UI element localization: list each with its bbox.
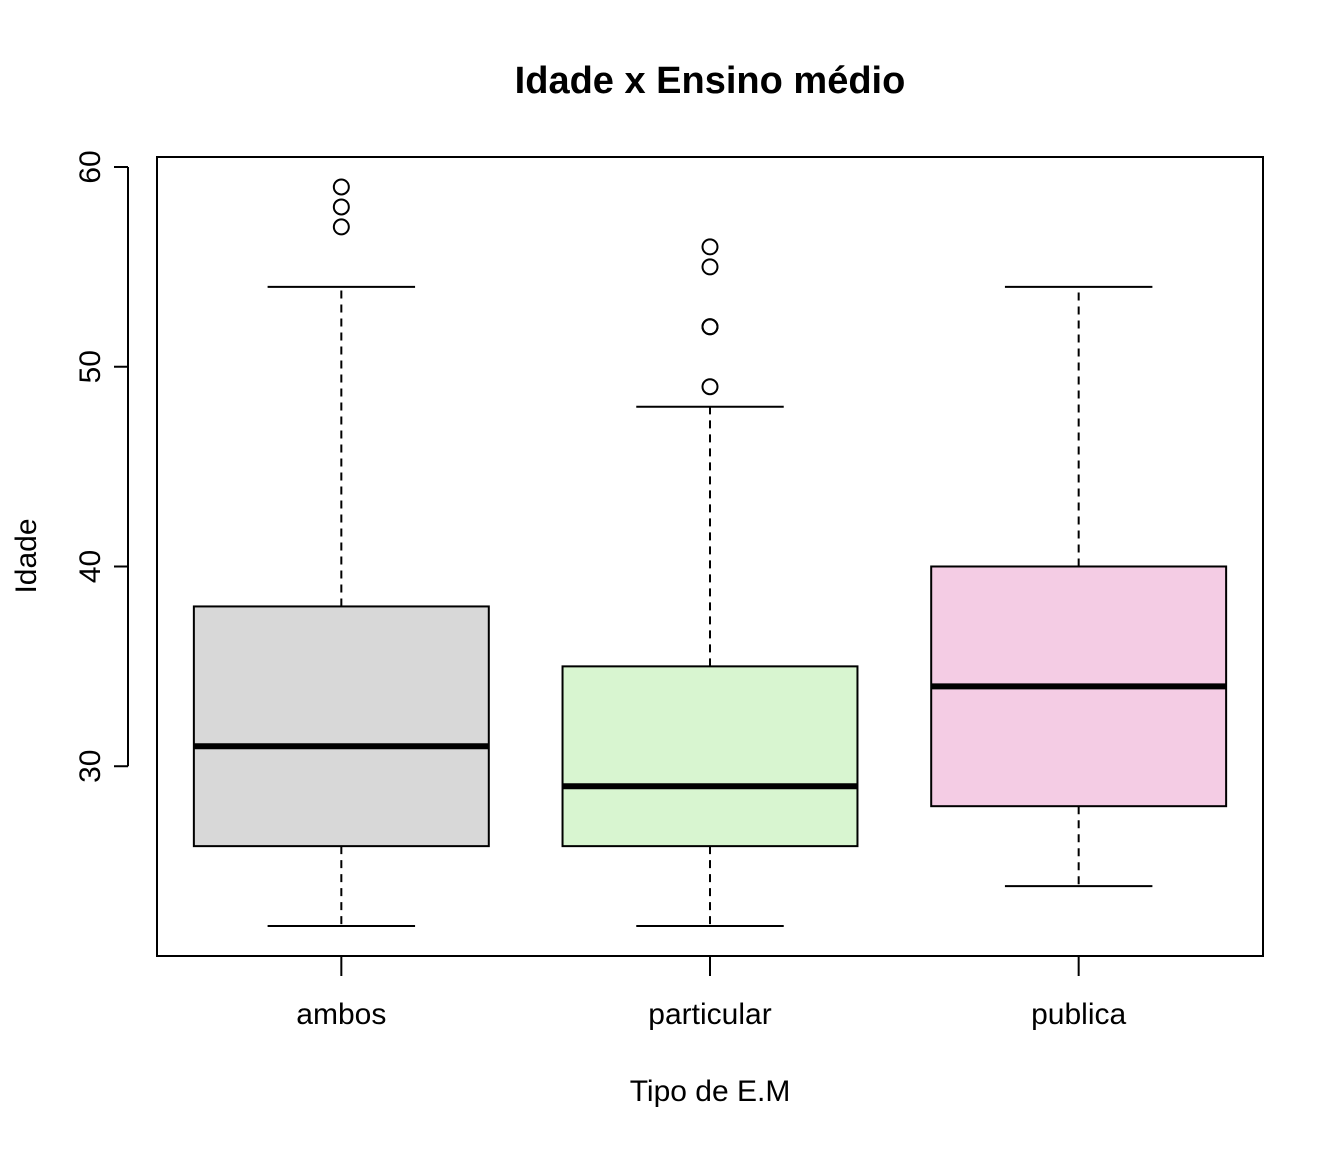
outlier-point <box>332 198 350 216</box>
chart-title: Idade x Ensino médio <box>515 60 906 102</box>
y-tick-label: 60 <box>74 150 107 183</box>
x-axis-title: Tipo de E.M <box>630 1075 791 1108</box>
box-particular <box>561 665 859 848</box>
chart-marks: 30 40 50 60 ambos particular publica <box>74 150 1228 1031</box>
x-tick-label: particular <box>648 998 771 1031</box>
y-tick-label: 50 <box>74 350 107 383</box>
y-axis-title: Idade <box>10 518 43 593</box>
x-tick-label: ambos <box>296 998 386 1031</box>
outlier-point <box>332 218 350 236</box>
x-tick-label: publica <box>1031 998 1126 1031</box>
outlier-point <box>701 258 719 276</box>
y-tick-label: 30 <box>74 750 107 783</box>
box-ambos <box>192 605 490 848</box>
outlier-point <box>701 318 719 336</box>
outlier-point <box>701 238 719 256</box>
y-tick-label: 40 <box>74 550 107 583</box>
outlier-point <box>701 378 719 396</box>
outlier-point <box>332 178 350 196</box>
